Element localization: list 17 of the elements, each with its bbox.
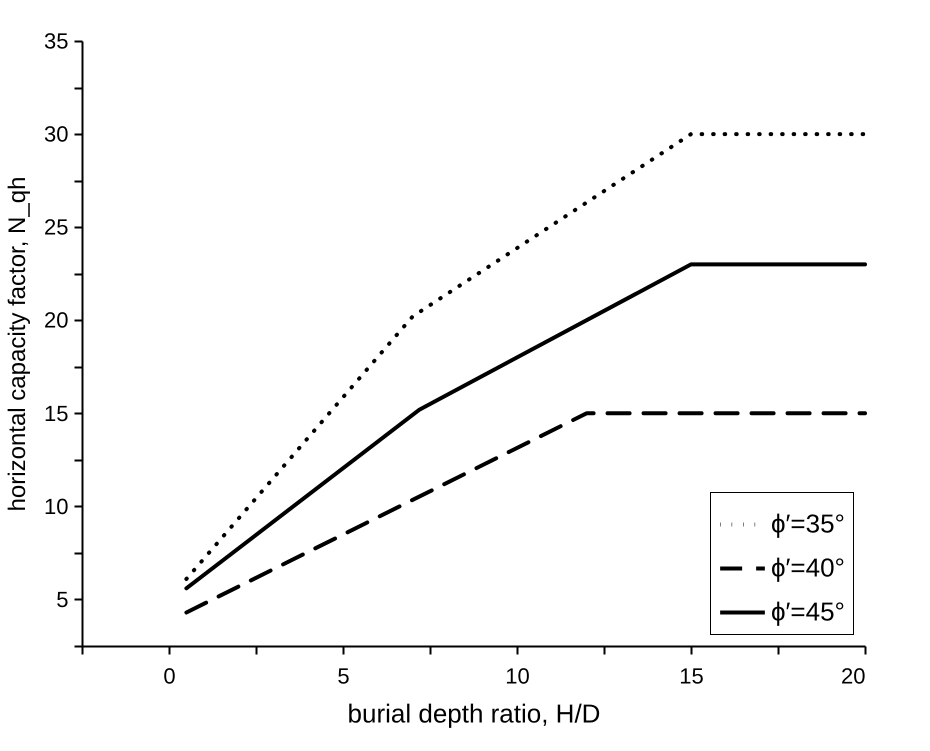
y-tick-label: 10 <box>44 494 68 519</box>
x-axis-title: burial depth ratio, H/D <box>348 698 600 728</box>
y-tick-label: 15 <box>44 400 68 426</box>
x-tick-label: 10 <box>505 664 530 688</box>
y-tick-label: 25 <box>44 214 68 240</box>
legend-label: ϕ′=35° <box>771 508 845 538</box>
legend-label: ϕ′=40° <box>771 552 845 582</box>
y-tick-label: 30 <box>44 122 68 147</box>
x-tick-label: 15 <box>679 664 704 688</box>
x-tick-label: 20 <box>841 664 866 688</box>
y-tick-label: 20 <box>44 308 68 333</box>
y-axis-title: horizontal capacity factor, N_qh <box>4 176 32 512</box>
y-tick-label: 35 <box>44 28 68 54</box>
x-tick-label: 0 <box>163 664 176 688</box>
y-tick-label: 5 <box>56 586 68 612</box>
legend-label: ϕ′=45° <box>771 596 845 626</box>
x-tick-label: 5 <box>337 664 350 688</box>
